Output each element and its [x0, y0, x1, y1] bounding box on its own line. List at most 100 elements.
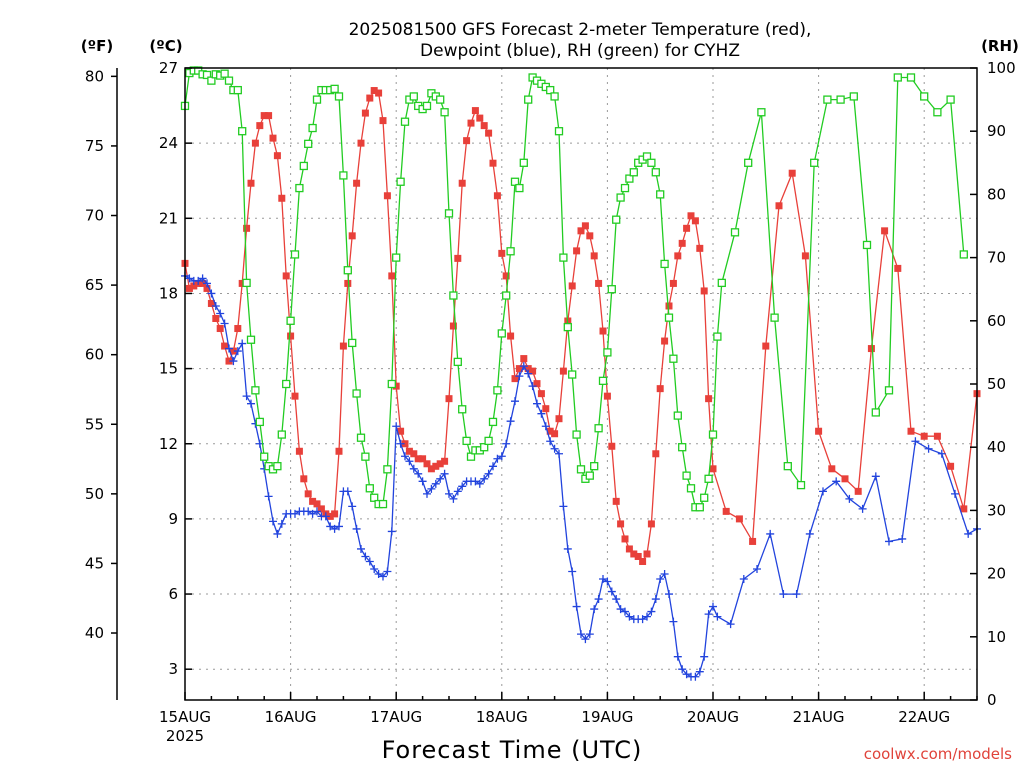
- temperature-point: [300, 475, 308, 483]
- temperature-point: [203, 284, 211, 292]
- rh-point: [378, 499, 388, 509]
- rh-point: [515, 183, 524, 193]
- rh-point: [546, 85, 555, 95]
- temperature-point: [304, 490, 312, 498]
- temperature-point: [221, 342, 229, 350]
- celsius-tick-label: 3: [168, 660, 178, 678]
- temperature-point: [251, 139, 259, 147]
- rh-point: [572, 430, 581, 439]
- dewpoint-point: [203, 279, 211, 288]
- temperature-point: [419, 455, 427, 463]
- dewpoint-point: [885, 537, 893, 546]
- rh-point: [312, 95, 322, 104]
- dewpoint-point: [599, 575, 607, 584]
- x-tick-label: 16AUG: [265, 708, 317, 726]
- rh-tick-label: 70: [987, 249, 1006, 267]
- temperature-point: [639, 557, 647, 565]
- dewpoint-point: [700, 652, 709, 661]
- dewpoint-point: [216, 309, 225, 318]
- dewpoint-point: [207, 289, 216, 298]
- temperature-point: [612, 497, 620, 505]
- dewpoint-point: [269, 517, 277, 526]
- rh-point: [273, 462, 282, 471]
- temperature-point: [498, 249, 506, 257]
- temperature-point: [260, 112, 268, 120]
- dewpoint-point: [612, 595, 621, 604]
- temperature-point: [507, 332, 515, 340]
- dewpoint-point: [418, 477, 427, 486]
- rh-point: [510, 177, 520, 186]
- fahrenheit-tick-label: 70: [85, 207, 104, 225]
- rh-point: [673, 411, 682, 420]
- dewpoint-point: [291, 509, 299, 518]
- temperature-point: [894, 264, 902, 272]
- dewpoint-point: [277, 519, 286, 528]
- rh-point: [488, 417, 498, 427]
- rh-point: [348, 338, 357, 348]
- rh-point: [524, 95, 533, 104]
- temperature-point: [309, 497, 317, 505]
- temperature-point: [634, 552, 642, 560]
- temperature-point: [414, 455, 422, 463]
- dewpoint-point: [590, 605, 599, 614]
- dewpoint-point: [678, 665, 687, 674]
- rh-point: [238, 127, 247, 136]
- temperature-point: [762, 342, 770, 350]
- dewpoint-point: [220, 319, 229, 328]
- rh-point: [770, 313, 779, 322]
- dewpoint-point: [709, 602, 717, 611]
- rh-tick-label: 40: [987, 438, 1006, 456]
- dewpoint-point: [374, 570, 383, 579]
- dewpoint-point: [493, 454, 502, 463]
- rh-point: [959, 250, 968, 259]
- dewpoint-point: [352, 524, 361, 533]
- rh-point: [370, 493, 379, 502]
- dewpoint-point: [555, 449, 563, 458]
- temperature-point: [625, 545, 633, 553]
- rh-point: [598, 376, 608, 385]
- x-axis-title: Forecast Time (UTC): [382, 736, 643, 764]
- dewpoint-point: [194, 276, 203, 285]
- dewpoint-point: [607, 587, 616, 596]
- temperature-point: [397, 427, 405, 435]
- dewpoint-point: [247, 399, 255, 408]
- dewpoint-point: [480, 474, 489, 483]
- rh-tick-label: 100: [987, 59, 1016, 77]
- dewpoint-point: [739, 575, 748, 584]
- rh-point: [783, 462, 792, 471]
- dewpoint-point: [348, 502, 357, 511]
- temperature-point: [933, 432, 941, 440]
- rh-point: [304, 139, 313, 148]
- rh-unit-label: (RH): [981, 37, 1019, 55]
- temperature-point: [480, 122, 488, 130]
- rh-point: [277, 430, 286, 439]
- celsius-tick-label: 9: [168, 510, 178, 528]
- x-tick-label: 19AUG: [581, 708, 633, 726]
- dewpoint-point: [819, 487, 827, 496]
- temperature-point: [190, 282, 198, 290]
- temperature-point: [801, 252, 809, 260]
- rh-point: [392, 253, 401, 262]
- dewpoint-point: [185, 274, 194, 283]
- rh-point: [458, 405, 467, 414]
- dewpoint-point: [845, 494, 854, 503]
- celsius-tick-label: 27: [159, 59, 178, 77]
- temperature-point: [247, 179, 255, 187]
- rh-point: [700, 493, 709, 502]
- rh-point: [757, 108, 766, 117]
- temperature-point: [485, 129, 493, 137]
- x-tick-label: 15AUG: [159, 708, 211, 726]
- dewpoint-point: [379, 572, 387, 581]
- fahrenheit-tick-label: 40: [85, 624, 104, 642]
- dewpoint-point: [638, 615, 647, 624]
- dewpoint-point: [238, 339, 247, 348]
- dewpoint-point: [264, 492, 273, 501]
- rh-point: [202, 70, 212, 80]
- rh-point: [207, 76, 216, 85]
- temperature-point: [551, 430, 559, 438]
- dewpoint-point: [409, 464, 418, 473]
- rh-point: [906, 73, 916, 82]
- temperature-point: [212, 315, 220, 322]
- temperature-point: [493, 192, 501, 200]
- temperature-point: [696, 244, 704, 252]
